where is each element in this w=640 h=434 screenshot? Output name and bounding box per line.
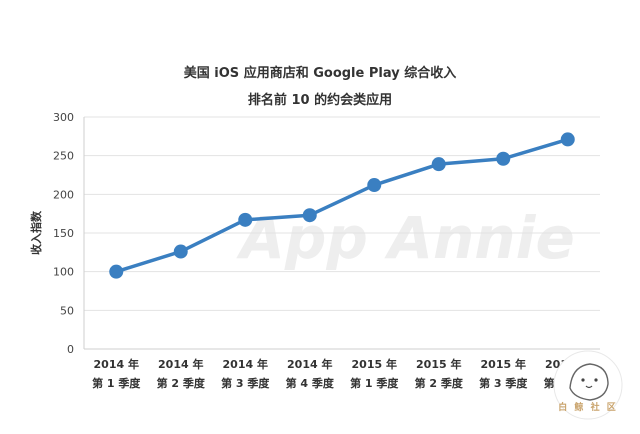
x-axis-ticks: 2014 年第 1 季度 2014 年第 2 季度 2014 年第 3 季度 2014… xyxy=(92,357,593,390)
y-tick-label: 50 xyxy=(60,304,74,317)
series-line xyxy=(115,137,569,274)
x-tick-label: 2014 年第 2 季度 xyxy=(157,357,206,390)
watermark: App Annie xyxy=(236,204,575,272)
y-tick-label: 100 xyxy=(53,266,74,279)
grid-lines xyxy=(83,116,600,350)
series-revenue-index xyxy=(109,132,575,279)
x-tick-label: 2014 年第 1 季度 xyxy=(92,357,141,390)
x-tick-label: 2015 年第 3 季度 xyxy=(479,357,528,390)
y-tick-label: 250 xyxy=(53,150,74,163)
x-tick-label: 2014 年第 3 季度 xyxy=(221,357,270,390)
x-tick-label: 2014 年第 4 季度 xyxy=(286,357,335,390)
data-point xyxy=(367,178,382,193)
y-axis-ticks: 0 50 100 150 200 250 300 xyxy=(53,111,74,356)
data-point xyxy=(496,151,511,166)
y-tick-label: 150 xyxy=(53,227,74,240)
data-point xyxy=(560,132,575,147)
data-point xyxy=(431,157,446,172)
data-point xyxy=(173,244,188,259)
y-tick-label: 0 xyxy=(67,343,74,356)
logo-text: 白 鲸 社 区 xyxy=(558,401,617,413)
y-tick-label: 300 xyxy=(53,111,74,124)
data-point xyxy=(109,264,124,279)
y-axis-label: 收入指数 xyxy=(29,210,43,255)
data-point xyxy=(238,212,253,227)
chart-subtitle: 排名前 10 的约会类应用 xyxy=(247,93,393,108)
x-tick-label: 2015 年第 1 季度 xyxy=(350,357,399,390)
data-point xyxy=(302,208,317,223)
chart-title: 美国 iOS 应用商店和 Google Play 综合收入 xyxy=(183,66,457,81)
y-tick-label: 200 xyxy=(53,188,74,201)
x-tick-label: 2015 年第 2 季度 xyxy=(415,357,464,390)
logo-stamp: 白 鲸 社 区 xyxy=(553,350,623,420)
